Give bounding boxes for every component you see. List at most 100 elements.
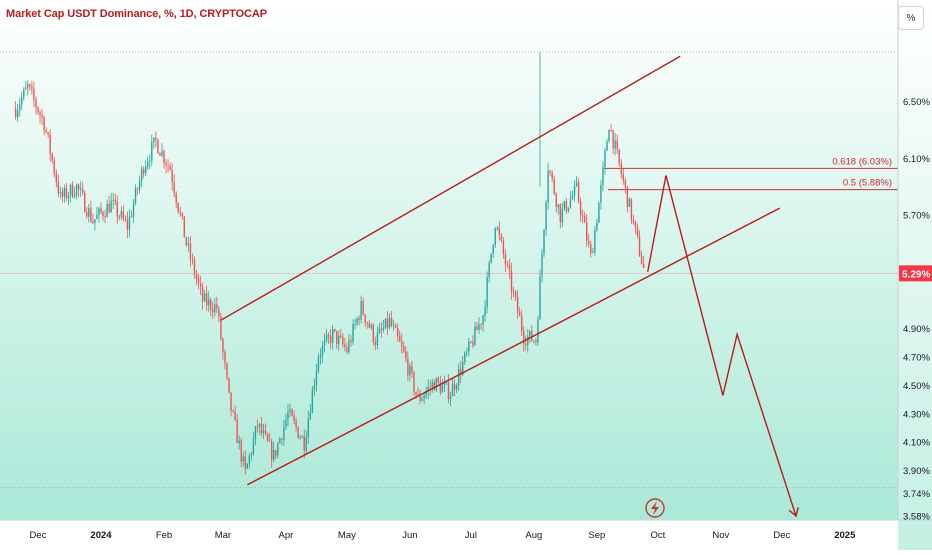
candle-body [73,195,76,197]
channel-line-upper[interactable] [220,55,681,321]
candle-body [303,436,305,451]
candle-body [423,395,425,399]
candle-body [358,318,360,320]
candle-body [120,211,123,217]
lightning-icon[interactable] [645,498,665,518]
candle-body [388,317,391,328]
candle-body [16,110,19,118]
candle-body [368,323,370,328]
percent-scale-button[interactable]: % [898,6,924,30]
candle-body [417,394,419,396]
candle-body [317,357,320,372]
candle-body [421,398,423,401]
candle-body [480,323,482,325]
projection-path[interactable] [647,175,797,517]
candle-body [494,228,496,245]
candle-body [216,304,218,309]
candle-body [281,438,283,440]
candle-body [533,340,535,342]
candle-body [394,325,397,328]
candle-body [291,409,293,416]
fib-level-label: 0.5 (5.88%) [843,178,892,189]
candle-body [451,384,454,397]
candle-body [311,389,314,413]
candle-body [79,188,82,190]
candle-body [171,170,173,183]
candle-body [581,215,584,217]
candle-body [218,308,220,317]
candle-body [234,411,236,420]
candle-body [102,212,104,217]
candle-body [230,392,232,411]
candle-body [336,331,338,345]
candle-body [608,130,610,142]
x-tick-label: Mar [215,530,231,541]
candle-body [346,347,348,352]
candle-body [492,244,494,254]
candle-body [512,291,515,293]
candle-body [220,316,222,340]
candle-body [210,299,212,310]
candle-body [380,328,383,331]
time-scale[interactable] [0,520,898,550]
candle-body [313,384,316,390]
candle-body [201,286,204,302]
candle-body [104,216,106,218]
candle-body [275,450,277,456]
candle-body [82,188,84,193]
candle-body [466,351,468,353]
candle-body [47,132,49,135]
candle-body [100,208,102,213]
x-tick-label: Jul [465,530,477,541]
projection-arrowhead [788,507,799,518]
candle-body [175,193,177,203]
candle-body [138,180,141,190]
candle-body [640,256,643,264]
candle-body [409,365,411,376]
candle-body [588,240,590,244]
x-tick-label: Aug [525,530,542,541]
candle-body [37,107,39,113]
x-tick-label: Apr [279,530,294,541]
candle-body [258,423,261,427]
candle-body [474,326,476,346]
candle-body [65,187,68,199]
candle-body [246,463,249,469]
candle-body [273,450,275,460]
candle-body [167,165,169,166]
candle-body [516,296,519,313]
candle-body [529,330,531,337]
candle-body [407,358,409,376]
y-tick-label: 4.30% [903,409,930,420]
candle-body [518,312,521,317]
candle-body [382,328,385,331]
candle-body [118,216,120,218]
candle-body [547,170,549,203]
candle-body [577,182,580,202]
candle-body [232,410,234,412]
candle-body [632,220,635,222]
x-tick-label: Feb [156,530,172,541]
channel-line-lower[interactable] [246,207,781,486]
candle-body [622,174,624,181]
candle-body [222,339,224,353]
candle-body [525,343,527,345]
candle-body [618,149,620,164]
candle-body [447,382,450,400]
candle-body [53,160,55,174]
candle-body [191,258,194,260]
candle-body [88,208,90,217]
candle-body [626,186,629,207]
y-tick-label: 4.90% [903,324,930,335]
candle-body [132,203,135,217]
candle-body [476,326,478,331]
candle-body [297,427,299,439]
candle-body [486,277,488,308]
candle-body [342,337,344,345]
candle-body [437,378,440,383]
candle-body [334,328,336,332]
candle-body [77,184,80,190]
